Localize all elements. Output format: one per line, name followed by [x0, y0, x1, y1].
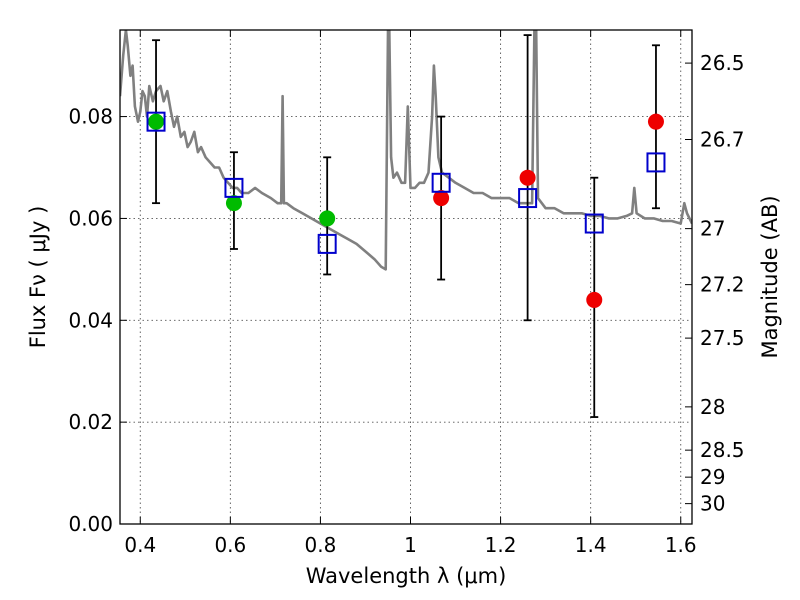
- mag-tick-label: 28: [700, 395, 725, 419]
- model-flux-square: [146, 111, 166, 132]
- y-tick-label: 0.08: [68, 105, 113, 129]
- axes: 0.4 0.6 0.8 1 1.2 1.4 1.6 0.00 0.02 0.04 0.06 0.08 2…: [68, 30, 745, 557]
- y-axis-title-left: Flux Fν ( μJy ): [26, 206, 50, 349]
- detection-point: [519, 169, 536, 186]
- detection-point: [148, 113, 165, 130]
- x-axis-title: Wavelength λ (μm): [306, 564, 507, 588]
- x-tick-label: 1.2: [485, 533, 517, 557]
- detection-point: [225, 195, 242, 212]
- mag-tick-label: 30: [700, 492, 725, 516]
- x-tick-label: 0.8: [305, 533, 337, 557]
- y-axis-title-right: Magnitude (AB): [758, 195, 782, 358]
- mag-tick-label: 27.2: [700, 273, 745, 297]
- x-tick-label: 1.4: [575, 533, 607, 557]
- data-markers: [146, 34, 666, 418]
- model-spectrum-line: [120, 30, 692, 271]
- y-tick-label: 0.06: [68, 206, 113, 230]
- detection-point: [433, 190, 450, 207]
- x-tick-label: 0.6: [214, 533, 246, 557]
- detection-point: [586, 291, 603, 308]
- mag-tick-label: 28.5: [700, 438, 745, 462]
- mag-tick-label: 27.5: [700, 326, 745, 350]
- model-flux-square: [224, 177, 244, 198]
- model-flux-square: [646, 152, 666, 173]
- y-tick-label: 0.00: [68, 512, 113, 536]
- detection-point: [319, 210, 336, 227]
- model-flux-square: [584, 213, 604, 234]
- model-flux-square: [518, 188, 538, 209]
- grid-lines: [120, 30, 692, 524]
- model-flux-square: [431, 172, 451, 193]
- mag-tick-label: 26.7: [700, 127, 745, 151]
- x-tick-label: 1: [404, 533, 417, 557]
- model-flux-square: [317, 233, 337, 254]
- x-tick-label: 1.6: [665, 533, 697, 557]
- plot-frame: [119, 29, 693, 525]
- y-tick-label: 0.04: [68, 308, 113, 332]
- y-tick-label: 0.02: [68, 410, 113, 434]
- mag-tick-label: 27: [700, 217, 725, 241]
- mag-tick-label: 26.5: [700, 51, 745, 75]
- mag-tick-label: 29: [700, 465, 725, 489]
- detection-point: [647, 113, 664, 130]
- plot-area: [120, 30, 692, 271]
- x-tick-label: 0.4: [124, 533, 156, 557]
